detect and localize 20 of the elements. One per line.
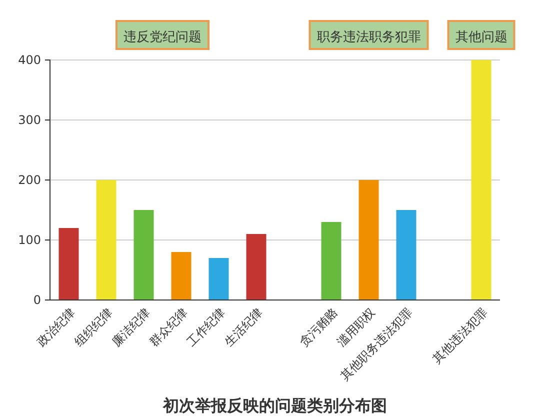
y-tick-label: 300 — [18, 112, 41, 127]
x-tick-label: 其他违法犯罪 — [430, 305, 490, 366]
group-header: 违反党纪问题 — [116, 20, 210, 50]
y-tick-label: 200 — [18, 172, 41, 187]
bar — [321, 222, 342, 300]
text: 初次举报反映的问题类别分布图 — [162, 396, 387, 415]
bar — [58, 228, 79, 300]
bar — [246, 234, 266, 300]
y-tick-label: 100 — [18, 232, 41, 247]
y-tick-label: 400 — [18, 52, 41, 67]
bar — [134, 210, 154, 300]
bar — [171, 252, 192, 300]
y-tick-label: 0 — [33, 292, 41, 307]
bar — [358, 180, 379, 300]
group-header: 职务违法职务犯罪 — [308, 20, 429, 50]
bar — [96, 180, 116, 300]
bar — [471, 60, 492, 300]
bar — [208, 258, 229, 300]
bar — [396, 210, 416, 300]
group-header: 其他问题 — [447, 20, 516, 50]
